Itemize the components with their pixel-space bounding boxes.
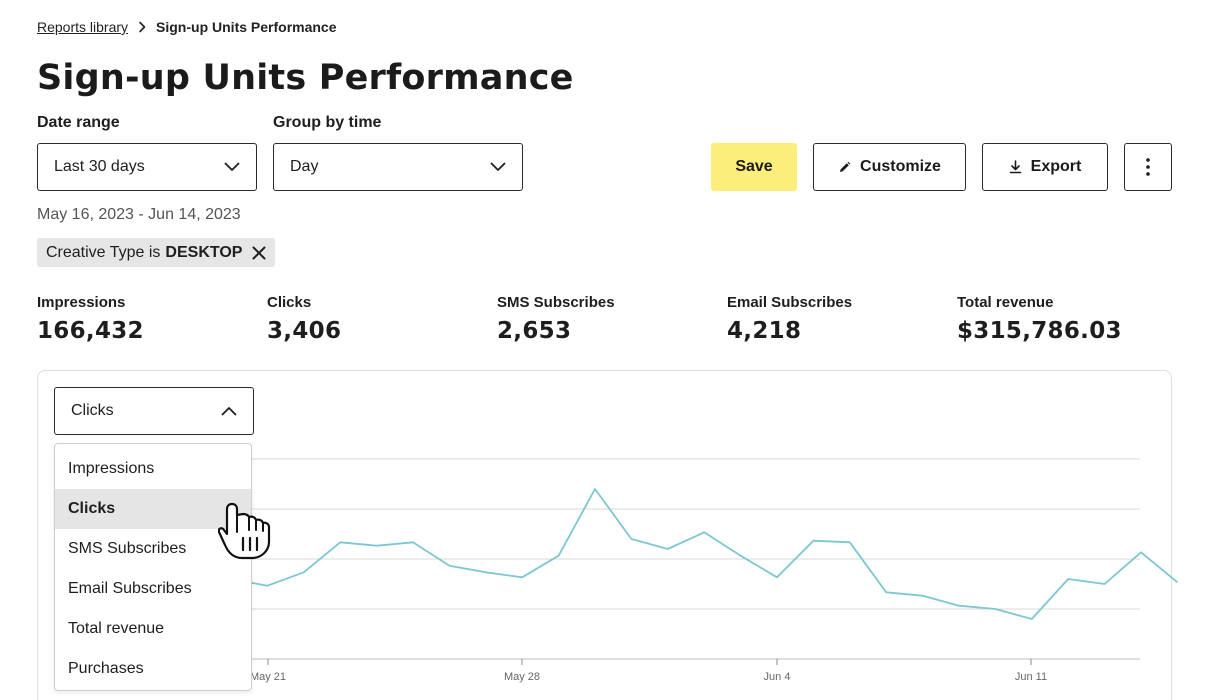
x-tick-label: Jun 11 — [1015, 671, 1047, 683]
x-tick-label: May 21 — [250, 671, 286, 683]
close-icon[interactable] — [252, 246, 266, 260]
metric-impressions: Impressions 166,432 — [37, 294, 144, 344]
metric-value: $315,786.03 — [957, 318, 1122, 344]
pointer-hand-cursor-icon — [218, 502, 271, 560]
chevron-right-icon — [137, 21, 147, 33]
date-range-text: May 16, 2023 - Jun 14, 2023 — [37, 206, 241, 223]
metric-dropdown-menu: Impressions Clicks SMS Subscribes Email … — [54, 443, 252, 691]
filter-chip-value: DESKTOP — [165, 243, 243, 261]
menu-item-sms-subscribes[interactable]: SMS Subscribes — [68, 540, 187, 557]
metric-value: 166,432 — [37, 318, 144, 344]
customize-label: Customize — [860, 158, 941, 175]
chart-metric-select[interactable]: Clicks — [54, 387, 254, 435]
breadcrumb: Reports library Sign-up Units Performanc… — [37, 19, 337, 35]
group-by-value: Day — [290, 158, 319, 175]
save-button[interactable]: Save — [711, 143, 797, 191]
menu-item-impressions[interactable]: Impressions — [68, 460, 155, 477]
chevron-down-icon — [490, 162, 506, 172]
metric-sms-subscribes: SMS Subscribes 2,653 — [497, 294, 615, 344]
metric-label: SMS Subscribes — [497, 294, 615, 311]
group-by-label: Group by time — [273, 114, 382, 131]
export-button[interactable]: Export — [982, 143, 1108, 191]
breadcrumb-reports-library-link[interactable]: Reports library — [37, 19, 129, 35]
x-tick-label: May 28 — [504, 671, 540, 683]
customize-button[interactable]: Customize — [813, 143, 966, 191]
menu-item-total-revenue[interactable]: Total revenue — [68, 620, 165, 637]
group-by-select[interactable]: Day — [273, 143, 523, 191]
metric-label: Total revenue — [957, 294, 1054, 311]
chevron-up-icon — [221, 406, 237, 416]
pencil-icon — [838, 161, 851, 174]
metric-clicks: Clicks 3,406 — [267, 294, 341, 344]
chevron-down-icon — [224, 162, 240, 172]
date-range-value: Last 30 days — [54, 158, 145, 175]
chart-metric-value: Clicks — [71, 402, 114, 419]
metric-label: Impressions — [37, 294, 126, 311]
more-options-button[interactable] — [1124, 143, 1172, 191]
menu-item-purchases[interactable]: Purchases — [68, 660, 144, 677]
metric-email-subscribes: Email Subscribes 4,218 — [727, 294, 852, 344]
metric-value: 2,653 — [497, 318, 572, 344]
date-range-label: Date range — [37, 114, 120, 131]
menu-item-email-subscribes[interactable]: Email Subscribes — [68, 580, 192, 597]
download-icon — [1009, 160, 1022, 174]
menu-item-clicks[interactable]: Clicks — [55, 489, 251, 529]
metric-label: Email Subscribes — [727, 294, 853, 311]
date-range-select[interactable]: Last 30 days — [37, 143, 257, 191]
metric-label: Clicks — [267, 294, 312, 311]
metric-total-revenue: Total revenue $315,786.03 — [957, 294, 1122, 344]
vertical-ellipsis-icon — [1146, 158, 1150, 176]
breadcrumb-current: Sign-up Units Performance — [156, 19, 337, 35]
export-label: Export — [1030, 158, 1082, 175]
filter-chip-prefix: Creative Type is — [46, 243, 161, 261]
page-title: Sign-up Units Performance — [37, 58, 574, 98]
x-tick-label: Jun 4 — [764, 671, 791, 683]
filter-chip: Creative Type is DESKTOP — [37, 238, 276, 267]
metric-value: 4,218 — [727, 318, 802, 344]
metric-value: 3,406 — [267, 318, 342, 344]
series-line — [230, 488, 1178, 620]
